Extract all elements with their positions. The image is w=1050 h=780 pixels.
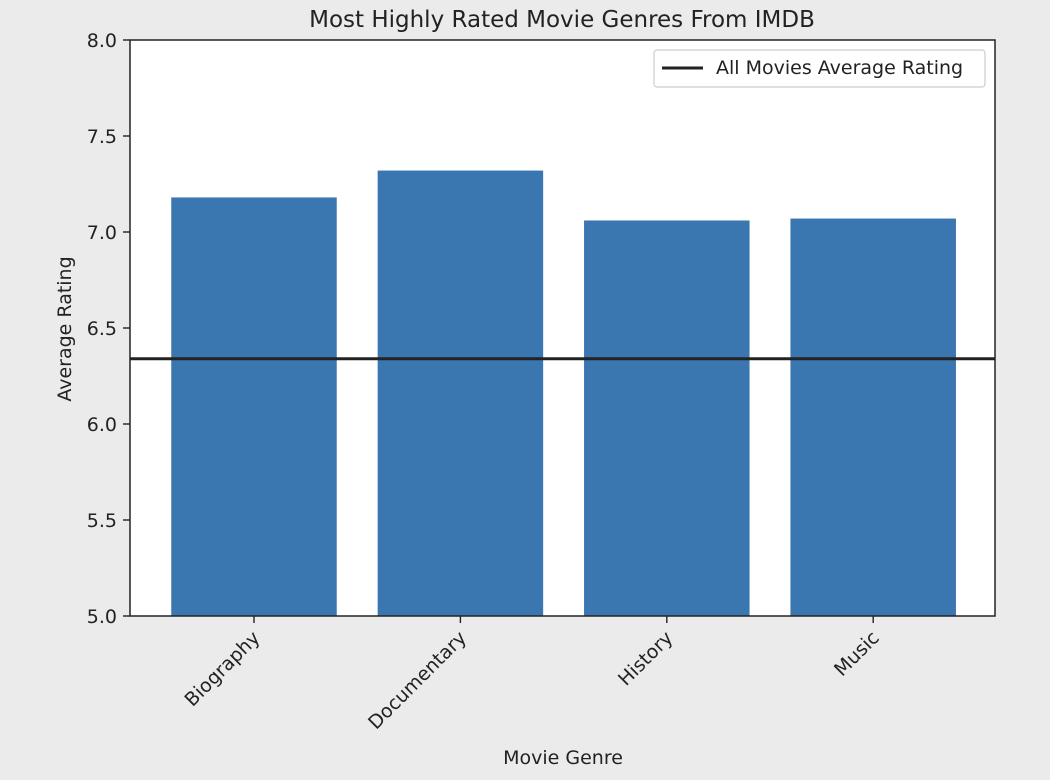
y-axis-label: Average Rating	[54, 256, 76, 401]
x-tick-label: History	[614, 627, 677, 690]
legend-box	[653, 49, 986, 88]
x-axis: Biography Documentary History Music	[181, 616, 884, 734]
y-axis: 5.0 5.5 6.0 6.5 7.0 7.5 8.0	[87, 30, 130, 628]
y-tick-label: 7.5	[87, 126, 117, 148]
y-tick-label: 6.5	[87, 318, 117, 340]
bar-documentary	[377, 170, 544, 616]
bar-history	[584, 220, 750, 617]
x-tick-label: Music	[830, 627, 884, 681]
y-tick-label: 5.5	[87, 510, 117, 532]
x-tick-label: Documentary	[364, 627, 471, 734]
legend-label: All Movies Average Rating	[716, 57, 963, 79]
y-tick-label: 5.0	[87, 606, 117, 628]
legend: All Movies Average Rating	[653, 49, 986, 88]
bar-biography	[171, 197, 337, 616]
bar-music	[790, 218, 956, 616]
y-tick-label: 7.0	[87, 222, 117, 244]
bars-layer	[171, 170, 956, 617]
chart-title: Most Highly Rated Movie Genres From IMDB	[309, 7, 815, 33]
x-axis-label: Movie Genre	[503, 747, 623, 769]
x-tick-label: Biography	[181, 627, 265, 711]
y-tick-label: 6.0	[87, 414, 117, 436]
y-tick-label: 8.0	[87, 30, 117, 52]
